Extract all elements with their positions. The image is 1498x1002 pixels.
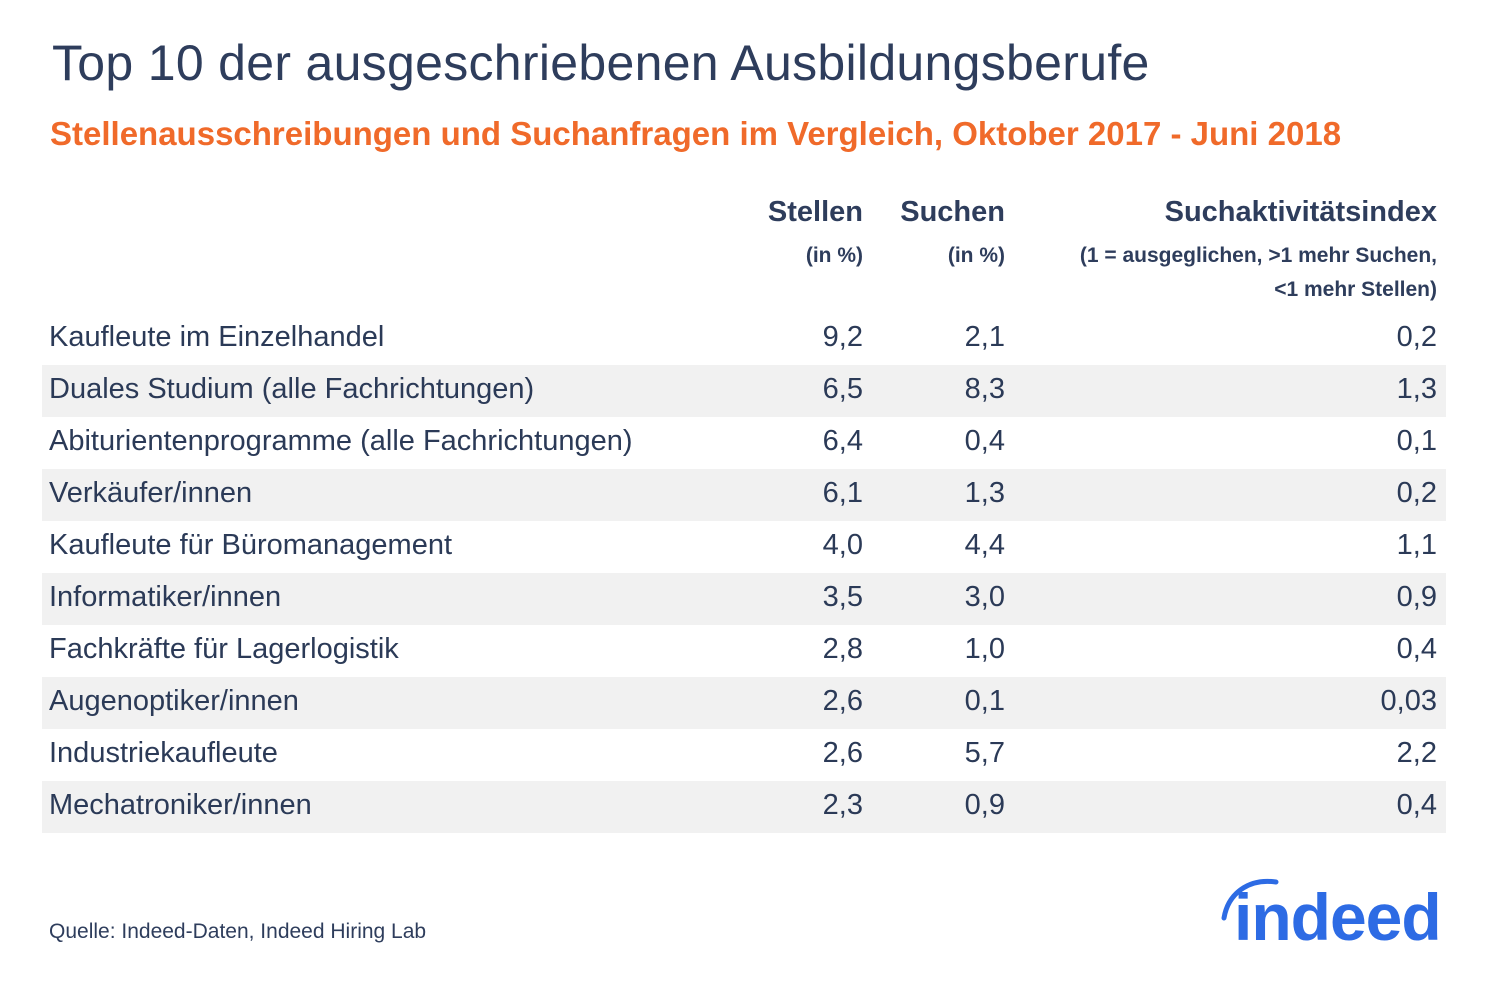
row-label: Duales Studium (alle Fachrichtungen) xyxy=(49,373,535,405)
row-label: Abiturientenprogramme (alle Fachrichtung… xyxy=(49,425,633,457)
cell-suchen: 1,3 xyxy=(964,477,1005,509)
cell-index: 0,4 xyxy=(1396,789,1437,821)
row-label: Industriekaufleute xyxy=(49,737,278,769)
cell-suchen: 3,0 xyxy=(964,581,1005,613)
source-note: Quelle: Indeed-Daten, Indeed Hiring Lab xyxy=(49,920,427,943)
cell-stellen: 9,2 xyxy=(822,321,863,353)
row-label: Informatiker/innen xyxy=(49,581,282,613)
cell-index: 0,2 xyxy=(1396,477,1437,509)
header-suchen-unit: (in %) xyxy=(947,244,1005,267)
cell-stellen: 6,4 xyxy=(822,425,863,457)
row-label: Kaufleute im Einzelhandel xyxy=(49,321,385,353)
header-index-note-2: <1 mehr Stellen) xyxy=(1274,278,1437,301)
header-index-note: (1 = ausgeglichen, >1 mehr Suchen, xyxy=(1079,244,1437,267)
table-row: Kaufleute im Einzelhandel 9,2 2,1 0,2 xyxy=(42,313,1446,365)
table-row: Verkäufer/innen 6,1 1,3 0,2 xyxy=(42,469,1446,521)
table-row: Industriekaufleute 2,6 5,7 2,2 xyxy=(42,729,1446,781)
cell-suchen: 2,1 xyxy=(964,321,1005,353)
row-label: Kaufleute für Büromanagement xyxy=(49,529,453,561)
cell-stellen: 2,6 xyxy=(822,685,863,717)
row-label: Fachkräfte für Lagerlogistik xyxy=(49,633,399,665)
table-row: Fachkräfte für Lagerlogistik 2,8 1,0 0,4 xyxy=(42,625,1446,677)
cell-suchen: 0,9 xyxy=(964,789,1005,821)
table-row: Duales Studium (alle Fachrichtungen) 6,5 8… xyxy=(42,365,1446,417)
header-stellen-unit: (in %) xyxy=(805,244,863,267)
row-label: Augenoptiker/innen xyxy=(49,685,299,717)
cell-stellen: 2,3 xyxy=(822,789,863,821)
cell-stellen: 6,1 xyxy=(822,477,863,509)
cell-suchen: 1,0 xyxy=(964,633,1005,665)
cell-index: 0,9 xyxy=(1396,581,1437,613)
cell-suchen: 0,1 xyxy=(964,685,1005,717)
cell-stellen: 6,5 xyxy=(822,373,863,405)
cell-index: 1,3 xyxy=(1396,373,1437,405)
row-label: Mechatroniker/innen xyxy=(49,789,312,821)
table-row: Augenoptiker/innen 2,6 0,1 0,03 xyxy=(42,677,1446,729)
cell-index: 1,1 xyxy=(1396,529,1437,561)
cell-stellen: 3,5 xyxy=(822,581,863,613)
table-row: Mechatroniker/innen 2,3 0,9 0,4 xyxy=(42,781,1446,833)
data-table: Kaufleute im Einzelhandel 9,2 2,1 0,2 Duales… xyxy=(42,313,1446,833)
chart-subtitle: Stellenausschreibungen und Suchanfragen … xyxy=(50,115,1342,152)
indeed-logo: indeed xyxy=(1221,878,1442,947)
header-suchen: Suchen xyxy=(900,196,1005,228)
table-row: Abiturientenprogramme (alle Fachrichtung… xyxy=(42,417,1446,469)
cell-index: 0,2 xyxy=(1396,321,1437,353)
chart-title: Top 10 der ausgeschriebenen Ausbildungsb… xyxy=(52,35,1150,91)
cell-index: 0,03 xyxy=(1380,685,1437,717)
cell-index: 0,4 xyxy=(1396,633,1437,665)
header-index: Suchaktivitätsindex xyxy=(1164,196,1437,228)
svg-text:indeed: indeed xyxy=(1234,880,1441,947)
cell-suchen: 0,4 xyxy=(964,425,1005,457)
cell-stellen: 2,8 xyxy=(822,633,863,665)
cell-suchen: 8,3 xyxy=(964,373,1005,405)
cell-stellen: 2,6 xyxy=(822,737,863,769)
cell-index: 2,2 xyxy=(1396,737,1437,769)
cell-stellen: 4,0 xyxy=(822,529,863,561)
cell-suchen: 5,7 xyxy=(964,737,1005,769)
table-row: Informatiker/innen 3,5 3,0 0,9 xyxy=(42,573,1446,625)
header-stellen: Stellen xyxy=(767,196,863,228)
cell-index: 0,1 xyxy=(1396,425,1437,457)
row-label: Verkäufer/innen xyxy=(49,477,253,509)
cell-suchen: 4,4 xyxy=(964,529,1005,561)
table-row: Kaufleute für Büromanagement 4,0 4,4 1,1 xyxy=(42,521,1446,573)
